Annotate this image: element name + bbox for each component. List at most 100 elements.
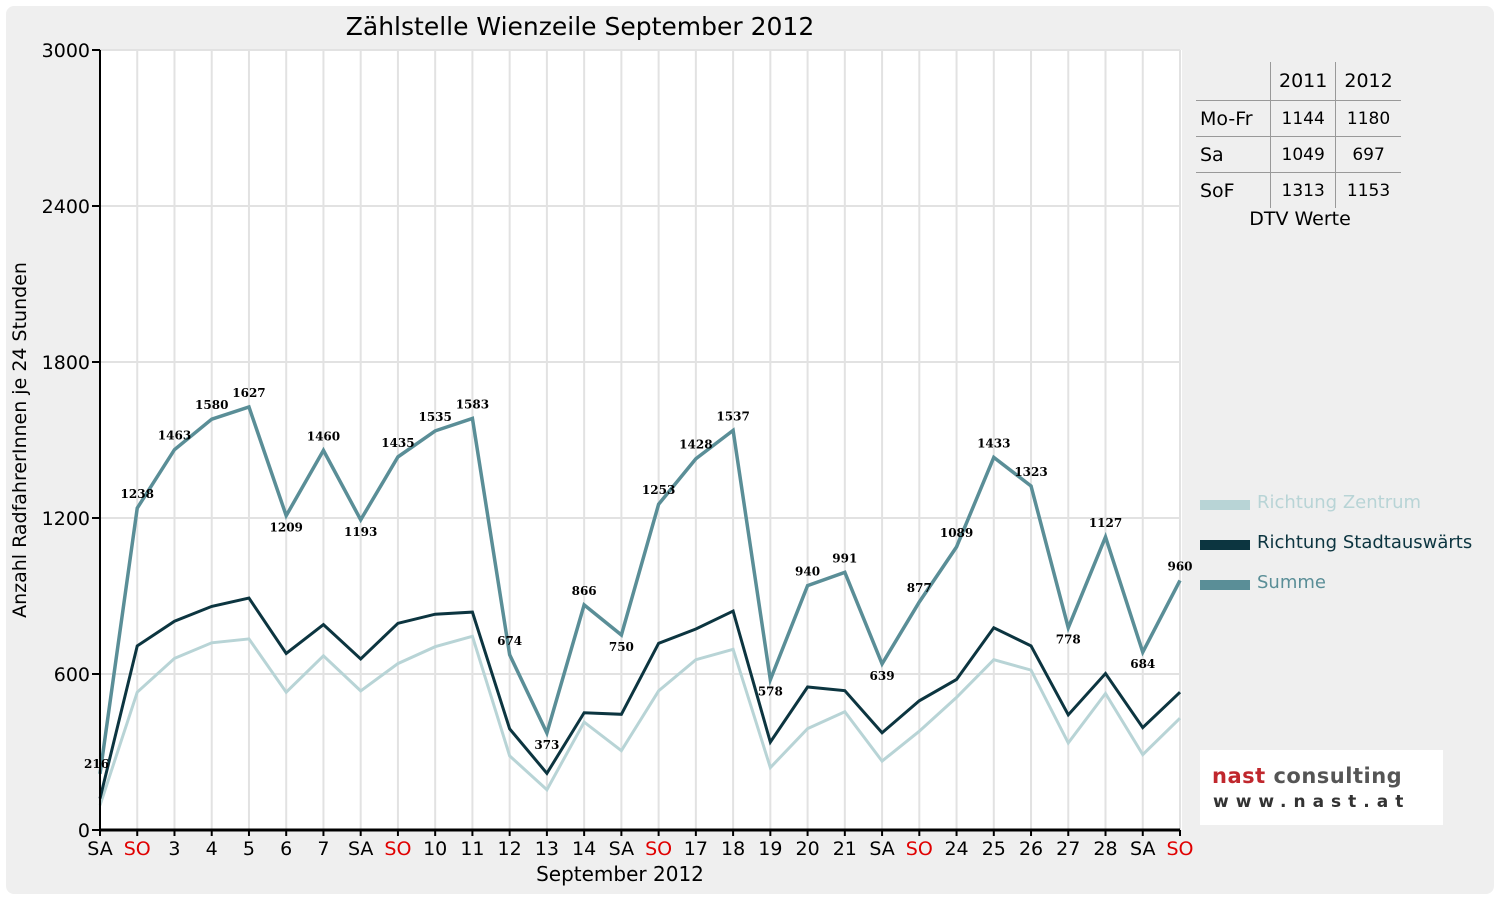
- x-tick-label: 4: [206, 838, 218, 860]
- x-tick-label: SO: [124, 838, 151, 860]
- data-label: 1460: [307, 429, 340, 443]
- x-tick-label: 17: [684, 838, 708, 860]
- legend-label-zentrum: Richtung Zentrum: [1257, 492, 1422, 513]
- data-label: 1428: [679, 438, 712, 452]
- logo-wordmark: nast consulting: [1212, 764, 1402, 788]
- dtv-value-2012: 1180: [1335, 100, 1401, 137]
- logo-url: www.nast.at: [1213, 792, 1411, 812]
- data-label-layer: 216 1238 1463 1580 1627 1209 1460 1193 1435 1535 1…: [84, 386, 1193, 771]
- dtv-caption: DTV Werte: [1249, 208, 1351, 230]
- data-label: 991: [832, 551, 857, 565]
- data-label: 1463: [158, 429, 191, 443]
- legend-swatch-stadtauswaerts: [1200, 540, 1250, 550]
- data-label: 877: [907, 581, 932, 595]
- dtv-value-2011: 1049: [1269, 136, 1336, 173]
- dtv-row-label: SoF: [1196, 172, 1271, 208]
- y-tick-label: 2400: [42, 196, 90, 218]
- dtv-value-2011: 1313: [1269, 172, 1336, 208]
- data-label: 1193: [344, 525, 377, 539]
- x-tick-label: 10: [423, 838, 447, 860]
- dtv-table: 2011 2012 Mo-Fr 1144 1180 Sa 1049 697 So…: [1196, 62, 1401, 208]
- x-tick-label: 25: [982, 838, 1006, 860]
- dtv-row: SoF 1313 1153: [1196, 172, 1401, 208]
- dtv-header-2011: 2011: [1269, 62, 1336, 101]
- data-label: 778: [1056, 633, 1081, 647]
- y-tick-label: 3000: [42, 40, 90, 62]
- legend-label-summe: Summe: [1257, 572, 1326, 593]
- data-label: 578: [758, 685, 783, 699]
- y-tick-label: 1800: [42, 352, 90, 374]
- dtv-value-2011: 1144: [1269, 100, 1336, 137]
- legend-swatch-summe: [1200, 580, 1250, 590]
- data-label: 1583: [456, 397, 489, 411]
- data-label: 866: [572, 584, 597, 598]
- x-tick-label: 6: [280, 838, 292, 860]
- x-tick-label: 3: [168, 838, 180, 860]
- x-tick-label: 20: [795, 838, 819, 860]
- dtv-header-row: 2011 2012: [1196, 62, 1401, 101]
- x-tick-label: 28: [1093, 838, 1117, 860]
- grid-layer: [100, 49, 1181, 830]
- dtv-corner-cell: [1196, 62, 1271, 101]
- x-tick-label: 24: [944, 838, 968, 860]
- series-line: [98, 634, 1182, 806]
- legend-label-stadtauswaerts: Richtung Stadtauswärts: [1257, 532, 1473, 553]
- x-tick-label: SA: [1130, 838, 1155, 860]
- x-tick-label: SA: [348, 838, 373, 860]
- dtv-row-label: Mo-Fr: [1196, 100, 1271, 137]
- x-tick-label: 5: [243, 838, 255, 860]
- chart-title: Zählstelle Wienzeile September 2012: [345, 12, 815, 41]
- data-label: 1209: [270, 521, 303, 535]
- x-tick-label: 21: [833, 838, 857, 860]
- data-label: 1433: [977, 436, 1010, 450]
- data-label: 750: [609, 640, 634, 654]
- data-label: 1580: [195, 398, 228, 412]
- dtv-value-2012: 1153: [1335, 172, 1401, 208]
- x-tick-label: SA: [869, 838, 894, 860]
- dtv-row-label: Sa: [1196, 136, 1271, 173]
- data-label: 1627: [232, 386, 265, 400]
- x-tick-label: 11: [460, 838, 484, 860]
- x-tick-label: SO: [1166, 838, 1193, 860]
- data-label: 1323: [1014, 465, 1047, 479]
- company-logo: nast consulting www.nast.at: [1200, 750, 1443, 825]
- series-layer: [98, 404, 1182, 806]
- data-label: 373: [534, 738, 559, 752]
- dtv-value-2012: 697: [1335, 136, 1401, 173]
- x-tick-label: SO: [645, 838, 672, 860]
- x-tick-label: 13: [535, 838, 559, 860]
- data-label: 1435: [381, 436, 414, 450]
- x-tick-label: 12: [498, 838, 522, 860]
- data-label: 1535: [418, 410, 451, 424]
- x-tick-label: 26: [1019, 838, 1043, 860]
- axis-layer: 0 600 1200 1800 2400 3000 SA SO 3 4 5 6 7 SA SO 10 11 12 1…: [42, 40, 1194, 860]
- x-tick-label: 18: [721, 838, 745, 860]
- plot-area: [100, 50, 1182, 830]
- series-line: [98, 404, 1182, 775]
- x-tick-label: 27: [1056, 838, 1080, 860]
- y-tick-label: 1200: [42, 508, 90, 530]
- x-tick-label: 14: [572, 838, 596, 860]
- x-tick-label: SA: [609, 838, 634, 860]
- data-label: 1127: [1089, 516, 1122, 530]
- x-axis-label: September 2012: [536, 862, 704, 886]
- dtv-row: Mo-Fr 1144 1180: [1196, 100, 1401, 137]
- data-label: 960: [1167, 559, 1192, 573]
- x-tick-label: SA: [87, 838, 112, 860]
- logo-part-consulting: consulting: [1265, 764, 1403, 788]
- y-tick-label: 0: [78, 820, 90, 842]
- data-label: 940: [795, 565, 820, 579]
- x-tick-label: SO: [906, 838, 933, 860]
- data-label: 639: [870, 669, 895, 683]
- dtv-row: Sa 1049 697: [1196, 136, 1401, 173]
- y-tick-label: 600: [54, 664, 90, 686]
- x-tick-label: SO: [384, 838, 411, 860]
- data-label: 1537: [716, 409, 749, 423]
- data-label: 1253: [642, 483, 675, 497]
- logo-part-nast: nast: [1212, 764, 1266, 788]
- data-label: 674: [497, 634, 522, 648]
- series-line: [98, 596, 1182, 799]
- data-label: 1238: [121, 487, 154, 501]
- data-label: 216: [84, 757, 109, 771]
- dtv-header-2012: 2012: [1335, 62, 1401, 101]
